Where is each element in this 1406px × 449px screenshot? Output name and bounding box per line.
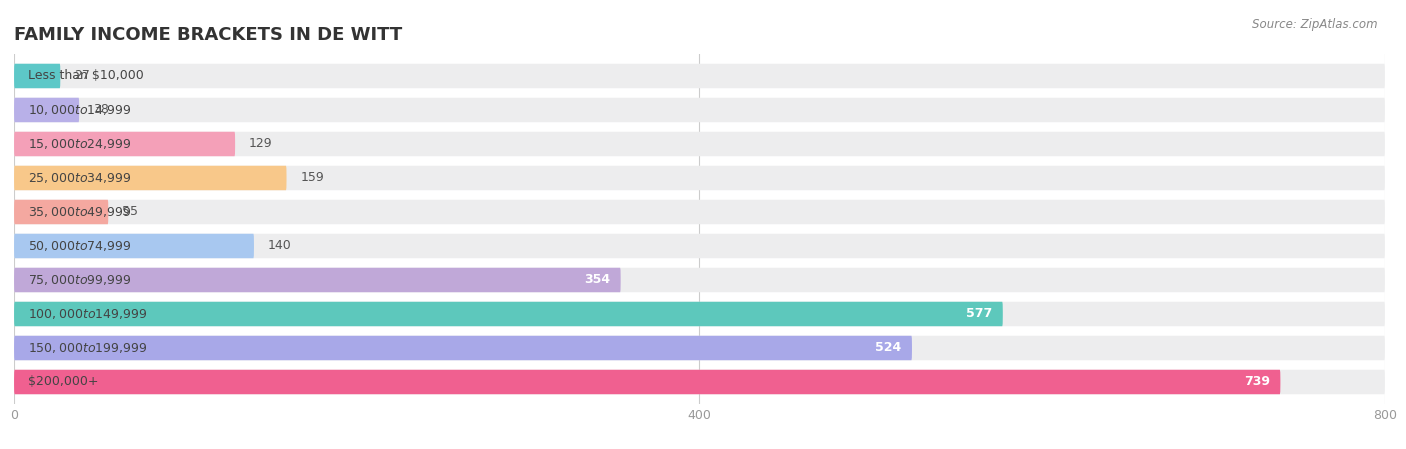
FancyBboxPatch shape	[14, 336, 1385, 360]
Text: FAMILY INCOME BRACKETS IN DE WITT: FAMILY INCOME BRACKETS IN DE WITT	[14, 26, 402, 44]
FancyBboxPatch shape	[14, 166, 1385, 190]
Text: $75,000 to $99,999: $75,000 to $99,999	[28, 273, 131, 287]
FancyBboxPatch shape	[14, 336, 912, 360]
Text: 524: 524	[876, 342, 901, 355]
Text: 55: 55	[122, 206, 138, 219]
FancyBboxPatch shape	[14, 166, 287, 190]
Text: $50,000 to $74,999: $50,000 to $74,999	[28, 239, 131, 253]
FancyBboxPatch shape	[14, 234, 254, 258]
Text: 27: 27	[75, 70, 90, 83]
FancyBboxPatch shape	[14, 200, 108, 224]
FancyBboxPatch shape	[14, 268, 620, 292]
FancyBboxPatch shape	[14, 302, 1385, 326]
FancyBboxPatch shape	[14, 234, 1385, 258]
FancyBboxPatch shape	[14, 370, 1281, 394]
Text: 38: 38	[93, 103, 108, 116]
Text: $150,000 to $199,999: $150,000 to $199,999	[28, 341, 148, 355]
Text: $200,000+: $200,000+	[28, 375, 98, 388]
FancyBboxPatch shape	[14, 98, 1385, 122]
Text: 739: 739	[1244, 375, 1270, 388]
Text: $25,000 to $34,999: $25,000 to $34,999	[28, 171, 131, 185]
Text: $10,000 to $14,999: $10,000 to $14,999	[28, 103, 131, 117]
FancyBboxPatch shape	[14, 302, 1002, 326]
FancyBboxPatch shape	[14, 98, 79, 122]
FancyBboxPatch shape	[14, 64, 60, 88]
Text: 159: 159	[301, 172, 323, 185]
Text: $15,000 to $24,999: $15,000 to $24,999	[28, 137, 131, 151]
Text: 129: 129	[249, 137, 273, 150]
Text: 354: 354	[585, 273, 610, 286]
Text: $100,000 to $149,999: $100,000 to $149,999	[28, 307, 148, 321]
FancyBboxPatch shape	[14, 200, 1385, 224]
Text: 577: 577	[966, 308, 993, 321]
Text: Source: ZipAtlas.com: Source: ZipAtlas.com	[1253, 18, 1378, 31]
FancyBboxPatch shape	[14, 370, 1385, 394]
FancyBboxPatch shape	[14, 132, 1385, 156]
FancyBboxPatch shape	[14, 268, 1385, 292]
Text: $35,000 to $49,999: $35,000 to $49,999	[28, 205, 131, 219]
FancyBboxPatch shape	[14, 132, 235, 156]
Text: 140: 140	[267, 239, 291, 252]
Text: Less than $10,000: Less than $10,000	[28, 70, 143, 83]
FancyBboxPatch shape	[14, 64, 1385, 88]
